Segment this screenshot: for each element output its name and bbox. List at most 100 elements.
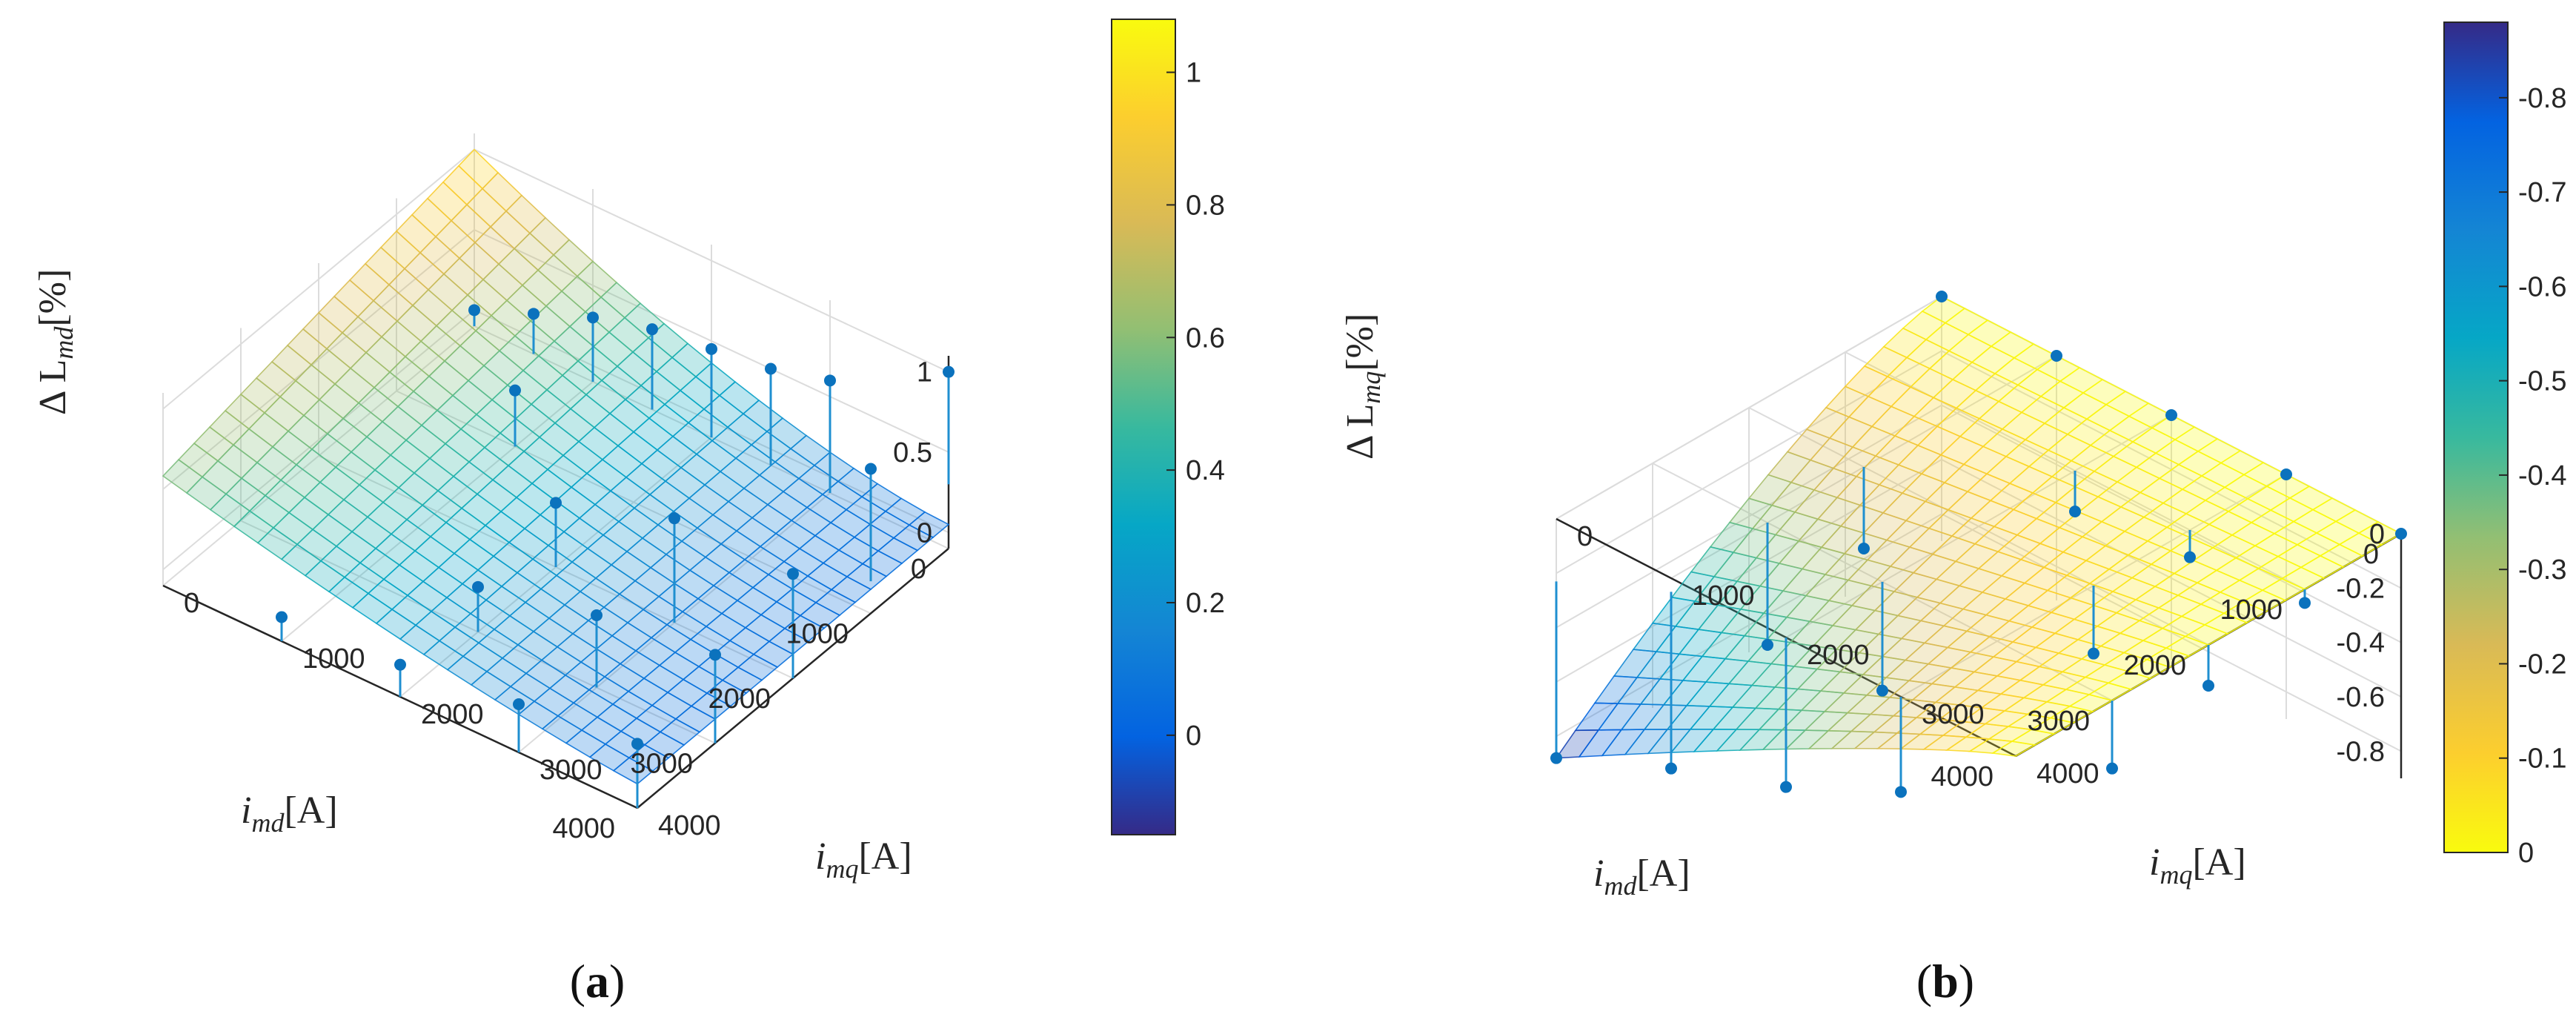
x-tick-label: 0	[2363, 539, 2379, 570]
data-point	[394, 658, 406, 671]
x-tick-label: 1000	[786, 619, 849, 650]
panel-b-colorbar: 0 -0.1 -0.2 -0.3 -0.4 -0.5 -0.6 -0.7 -0.8	[2443, 21, 2566, 869]
panel-a-label: (a)	[570, 955, 625, 1007]
colorbar-tick-label: -0.4	[2518, 460, 2566, 491]
y-tick-label: 1000	[1692, 580, 1755, 612]
colorbar-tick-label: 0.6	[1186, 322, 1225, 354]
data-point	[1762, 639, 1773, 651]
data-point	[765, 362, 777, 375]
data-point	[468, 304, 480, 317]
panel-a-x-label: imd[A]	[241, 789, 338, 838]
colorbar-tick-label: -0.5	[2518, 366, 2566, 397]
panel-a-stems	[276, 304, 955, 808]
y-tick-label: 3000	[540, 755, 602, 786]
panel-b-colorbar-ticks: 0 -0.1 -0.2 -0.3 -0.4 -0.5 -0.6 -0.7 -0.8	[2499, 83, 2566, 869]
data-point	[2106, 762, 2118, 775]
data-point	[668, 512, 680, 525]
panel-b-surface	[1555, 296, 2403, 759]
data-point	[2165, 409, 2177, 421]
y-tick-label: 1000	[302, 643, 365, 675]
data-point	[513, 698, 525, 710]
y-tick-label: 3000	[1922, 699, 1985, 730]
wall-grid-line	[1556, 296, 1942, 520]
data-point	[865, 463, 877, 475]
data-point	[1876, 684, 1888, 697]
wall-grid-line	[1556, 404, 1942, 629]
data-point	[509, 384, 521, 397]
wall-grid-line	[1556, 350, 1942, 574]
wall-grid-line	[1941, 513, 2402, 752]
colorbar-tick-label: 0.8	[1186, 190, 1225, 221]
z-tick-label: -0.2	[2337, 573, 2385, 604]
data-point	[706, 342, 717, 355]
colorbar-tick-label: 0.2	[1186, 588, 1225, 619]
data-point	[2069, 506, 2081, 517]
wall-grid-line	[1941, 459, 2402, 698]
data-point	[787, 568, 799, 580]
panel-b-y-label: imq[A]	[2149, 841, 2246, 890]
panel-a-colorbar: 0 0.2 0.4 0.6 0.8 1	[1111, 19, 1225, 835]
y-tick-label: 2000	[421, 699, 484, 730]
data-point	[587, 311, 599, 324]
x-tick-label: 2000	[708, 683, 771, 715]
z-tick-label: 0	[917, 517, 932, 549]
x-tick-label: 0	[911, 554, 926, 585]
data-point	[2280, 468, 2292, 480]
data-point	[1550, 752, 1562, 764]
data-point	[943, 365, 955, 378]
colorbar-tick-label: -0.8	[2518, 83, 2566, 114]
data-point	[2395, 528, 2407, 540]
x-tick-label: 4000	[552, 813, 615, 844]
data-point	[2299, 597, 2311, 609]
surface-cell	[1991, 741, 2037, 757]
panel-a-colorbar-ticks: 0 0.2 0.4 0.6 0.8 1	[1166, 58, 1225, 752]
data-point	[472, 580, 484, 593]
panel-b-stems	[1550, 291, 2407, 798]
panel-a: 010002000300040000100020003000400000.51 …	[32, 19, 1225, 1007]
x-tick-label: 3000	[630, 749, 693, 780]
data-point	[2088, 647, 2099, 660]
x-tick-label: 1000	[2220, 595, 2283, 626]
panel-b-z-label: Δ Lmq[%]	[1339, 314, 1386, 460]
y-tick-label: 4000	[2036, 758, 2099, 789]
wall-grid-line	[162, 148, 475, 410]
x-tick-label: 2000	[2123, 650, 2186, 681]
z-tick-label: 0	[2369, 519, 2385, 550]
data-point	[276, 611, 288, 623]
colorbar-tick-label: -0.1	[2518, 744, 2566, 775]
panel-a-y-label: imq[A]	[815, 835, 912, 884]
colorbar-tick-label: 0	[2518, 838, 2534, 869]
data-point	[1780, 781, 1792, 793]
x-tick-label: 3000	[2027, 706, 2090, 737]
z-tick-label: 1	[917, 357, 932, 388]
y-tick-label: 4000	[658, 810, 721, 841]
floor-grid-line	[1785, 414, 2172, 638]
y-tick-label: 0	[1577, 521, 1593, 552]
data-point	[1895, 786, 1907, 798]
panel-a-surface	[162, 148, 950, 785]
data-point	[550, 497, 562, 509]
data-point	[1936, 291, 1948, 302]
x-tick-label: 4000	[1931, 761, 1994, 792]
panel-b-x-label: imd[A]	[1593, 852, 1690, 901]
wall-grid-line	[474, 229, 949, 453]
data-point	[824, 374, 836, 387]
z-tick-label: -0.4	[2337, 628, 2385, 659]
data-point	[646, 323, 658, 336]
data-point	[1665, 762, 1677, 775]
panel-a-grid	[162, 133, 950, 809]
y-tick-label: 2000	[1807, 640, 1870, 671]
colorbar-tick-label: -0.3	[2518, 554, 2566, 586]
data-point	[1858, 543, 1870, 554]
colorbar-tick-label: -0.7	[2518, 177, 2566, 208]
data-point	[709, 649, 721, 661]
y-tick-label: 0	[184, 588, 199, 619]
wall-grid-line	[474, 148, 949, 373]
z-tick-label: -0.8	[2337, 736, 2385, 767]
z-tick-label: -0.6	[2337, 682, 2385, 713]
panel-a-tick-labels: 0 1000 2000 3000 4000 0 1000 2000 3000 4000 0 0.5 1	[184, 357, 932, 844]
data-point	[528, 308, 540, 320]
data-point	[631, 738, 643, 750]
panel-b-label: (b)	[1916, 955, 1974, 1007]
colorbar-tick-label: -0.2	[2518, 649, 2566, 680]
